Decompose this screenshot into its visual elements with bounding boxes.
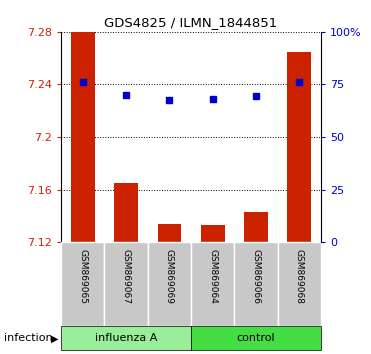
- Bar: [148, 242, 191, 326]
- Bar: [201, 225, 224, 242]
- Text: GSM869065: GSM869065: [78, 249, 87, 304]
- Text: influenza A: influenza A: [95, 333, 157, 343]
- Text: GSM869066: GSM869066: [252, 249, 260, 304]
- Bar: [61, 242, 105, 326]
- Text: GSM869067: GSM869067: [122, 249, 131, 304]
- Text: GSM869064: GSM869064: [208, 249, 217, 304]
- Text: infection: infection: [4, 333, 52, 343]
- Bar: [234, 242, 278, 326]
- Bar: [288, 52, 311, 242]
- Bar: [61, 326, 191, 350]
- Title: GDS4825 / ILMN_1844851: GDS4825 / ILMN_1844851: [105, 16, 278, 29]
- Bar: [191, 326, 321, 350]
- Bar: [158, 224, 181, 242]
- Bar: [191, 242, 234, 326]
- Text: ▶: ▶: [51, 333, 58, 343]
- Bar: [244, 212, 268, 242]
- Bar: [105, 242, 148, 326]
- Text: GSM869069: GSM869069: [165, 249, 174, 304]
- Bar: [71, 32, 95, 242]
- Text: GSM869068: GSM869068: [295, 249, 304, 304]
- Bar: [278, 242, 321, 326]
- Bar: [114, 183, 138, 242]
- Text: control: control: [237, 333, 275, 343]
